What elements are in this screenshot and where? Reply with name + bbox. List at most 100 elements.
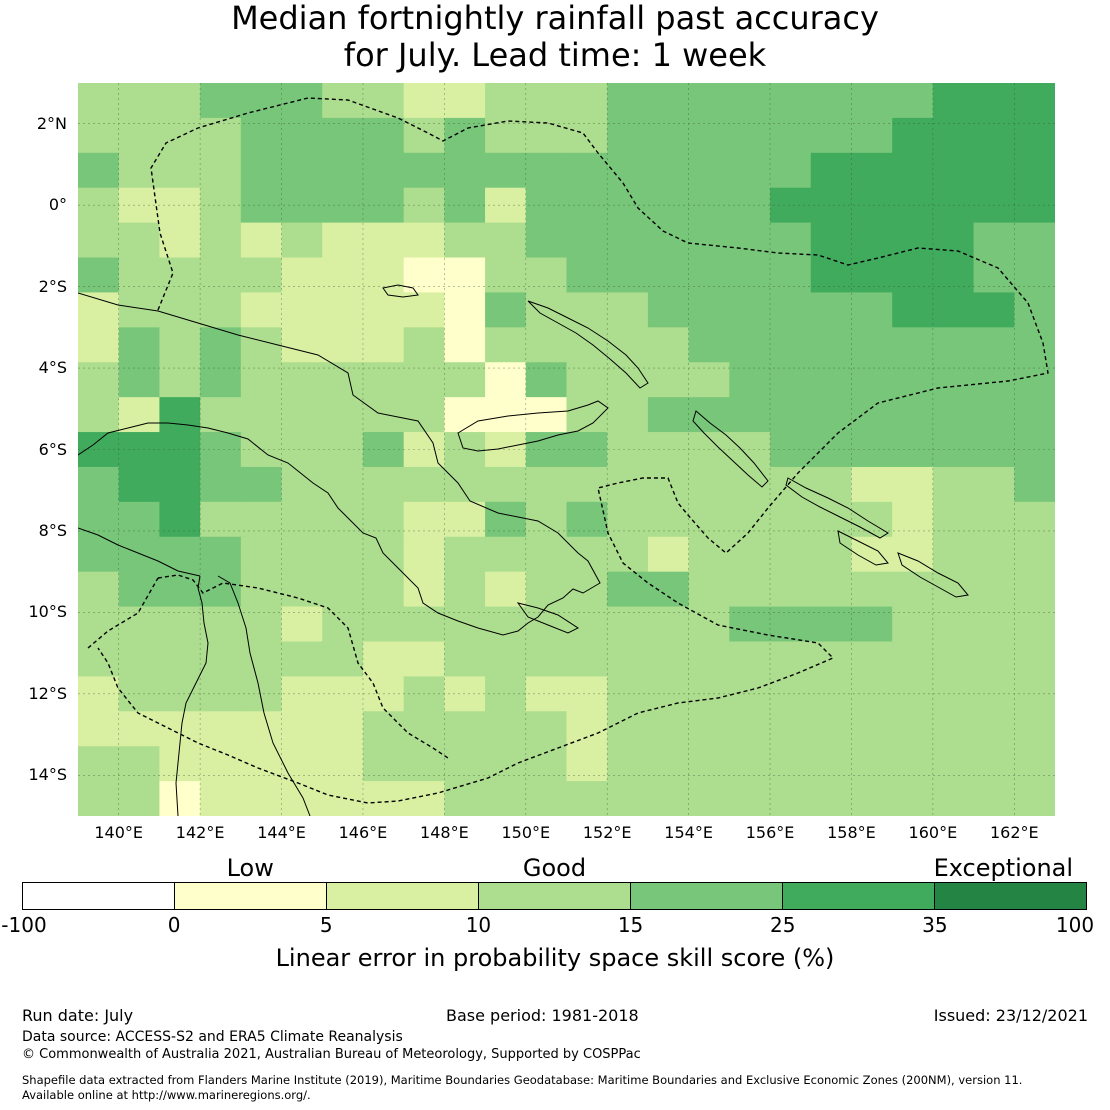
skill-cell	[444, 781, 486, 816]
skill-cell	[770, 152, 812, 189]
skill-cell	[281, 536, 323, 573]
skill-cell	[200, 571, 242, 608]
data-source: Data source: ACCESS-S2 and ERA5 Climate …	[22, 1029, 403, 1045]
skill-cell	[444, 746, 486, 782]
skill-cell	[118, 781, 161, 816]
skill-cell	[1014, 501, 1055, 538]
skill-cell	[932, 292, 975, 328]
skill-cell	[607, 83, 649, 119]
skill-cell	[78, 746, 120, 782]
skill-cell	[322, 222, 364, 259]
skill-cell	[1014, 222, 1055, 259]
skill-cell	[729, 117, 771, 154]
skill-cell	[851, 711, 893, 747]
longitude-tick-label: 142°E	[175, 823, 225, 842]
skill-cell	[647, 83, 690, 119]
skill-cell	[444, 466, 486, 503]
skill-cell	[78, 641, 120, 677]
skill-cell	[566, 152, 608, 189]
skill-cell	[200, 501, 242, 538]
skill-cell	[851, 327, 893, 363]
skill-cell	[322, 257, 364, 294]
skill-cell	[566, 292, 608, 328]
skill-cell	[892, 501, 934, 538]
skill-cell	[892, 327, 934, 363]
skill-cell	[444, 641, 486, 677]
skill-cell	[607, 781, 649, 816]
skill-map-svg	[78, 83, 1055, 816]
skill-cell	[159, 781, 201, 816]
skill-cell	[485, 187, 527, 224]
skill-cell	[729, 327, 771, 363]
skill-cell	[118, 257, 161, 294]
skill-cell	[566, 641, 608, 677]
skill-cell	[525, 676, 568, 712]
skill-cell	[1014, 781, 1055, 816]
skill-cell	[240, 676, 283, 712]
skill-cell	[607, 466, 649, 503]
skill-cell	[118, 83, 161, 119]
skill-cell	[485, 536, 527, 573]
skill-cell	[729, 152, 771, 189]
legend-tick-label: 5	[319, 913, 333, 937]
skill-cell	[1014, 257, 1055, 294]
skill-cell	[566, 746, 608, 782]
shapefile-credit-line-1: Shapefile data extracted from Flanders M…	[22, 1073, 1023, 1087]
new-ireland-coastline	[527, 300, 649, 389]
skill-cell	[647, 781, 690, 816]
skill-cell	[932, 466, 975, 503]
skill-cell	[851, 432, 893, 468]
skill-cells	[78, 83, 1055, 816]
skill-cell	[118, 222, 161, 259]
skill-cell	[688, 327, 730, 363]
skill-cell	[932, 362, 975, 398]
skill-cell	[200, 257, 242, 294]
skill-cell	[851, 466, 893, 503]
skill-cell	[240, 117, 283, 154]
skill-cell	[118, 606, 161, 643]
skill-cell	[159, 571, 201, 608]
skill-cell	[647, 606, 690, 643]
skill-cell	[444, 152, 486, 189]
skill-cell	[729, 257, 771, 294]
skill-cell	[892, 257, 934, 294]
legend-category-label: Exceptional	[933, 854, 1074, 882]
skill-cell	[810, 222, 853, 259]
skill-cell	[281, 746, 323, 782]
skill-cell	[729, 222, 771, 259]
skill-cell	[932, 781, 975, 816]
skill-cell	[78, 781, 120, 816]
skill-cell	[607, 397, 649, 433]
skill-cell	[322, 327, 364, 363]
skill-cell	[281, 781, 323, 816]
skill-cell	[892, 746, 934, 782]
skill-cell	[566, 327, 608, 363]
skill-cell	[281, 292, 323, 328]
skill-cell	[566, 362, 608, 398]
skill-cell	[240, 257, 283, 294]
skill-cell	[851, 117, 893, 154]
skill-cell	[1014, 746, 1055, 782]
skill-cell	[78, 606, 120, 643]
skill-cell	[281, 187, 323, 224]
skill-cell	[851, 536, 893, 573]
skill-cell	[159, 466, 201, 503]
skill-cell	[973, 397, 1015, 433]
bougainville-coastline	[692, 410, 769, 488]
skill-cell	[647, 571, 690, 608]
skill-cell	[403, 83, 445, 119]
skill-cell	[525, 362, 568, 398]
skill-cell	[810, 187, 853, 224]
skill-cell	[362, 152, 405, 189]
skill-cell	[973, 746, 1015, 782]
legend-tick-label: 15	[617, 913, 644, 937]
graticule	[78, 83, 1055, 816]
skill-cell	[607, 571, 649, 608]
skill-cell	[932, 571, 975, 608]
skill-cell	[810, 746, 853, 782]
skill-cell	[851, 222, 893, 259]
skill-cell	[892, 606, 934, 643]
skill-cell	[485, 781, 527, 816]
skill-cell	[200, 292, 242, 328]
new-britain-coastline	[457, 400, 609, 452]
